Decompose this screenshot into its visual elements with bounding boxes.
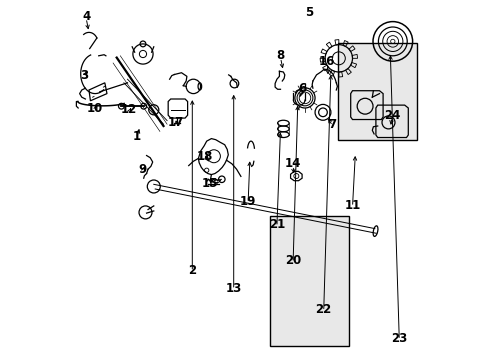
Text: 16: 16 — [319, 55, 335, 68]
Text: 11: 11 — [344, 199, 360, 212]
Text: 5: 5 — [305, 6, 313, 19]
Bar — [337, 43, 416, 140]
Text: 2: 2 — [188, 264, 196, 276]
Text: 21: 21 — [268, 219, 285, 231]
Text: 6: 6 — [297, 82, 305, 95]
Text: 17: 17 — [168, 116, 184, 129]
Text: 18: 18 — [196, 150, 213, 163]
Text: 3: 3 — [80, 69, 88, 82]
Text: 8: 8 — [276, 49, 284, 62]
Text: 9: 9 — [139, 163, 147, 176]
Text: 10: 10 — [87, 102, 103, 114]
Text: 13: 13 — [225, 282, 242, 294]
Text: 23: 23 — [390, 332, 407, 345]
Text: 4: 4 — [82, 10, 90, 23]
Text: 7: 7 — [328, 118, 336, 131]
Text: 20: 20 — [285, 255, 301, 267]
Text: 15: 15 — [202, 177, 218, 190]
Text: 14: 14 — [285, 157, 301, 170]
Text: 24: 24 — [383, 109, 400, 122]
Text: 22: 22 — [315, 303, 331, 316]
Text: 1: 1 — [132, 130, 140, 143]
Bar — [269, 216, 348, 346]
Text: 19: 19 — [240, 195, 256, 208]
Text: 12: 12 — [121, 103, 137, 116]
